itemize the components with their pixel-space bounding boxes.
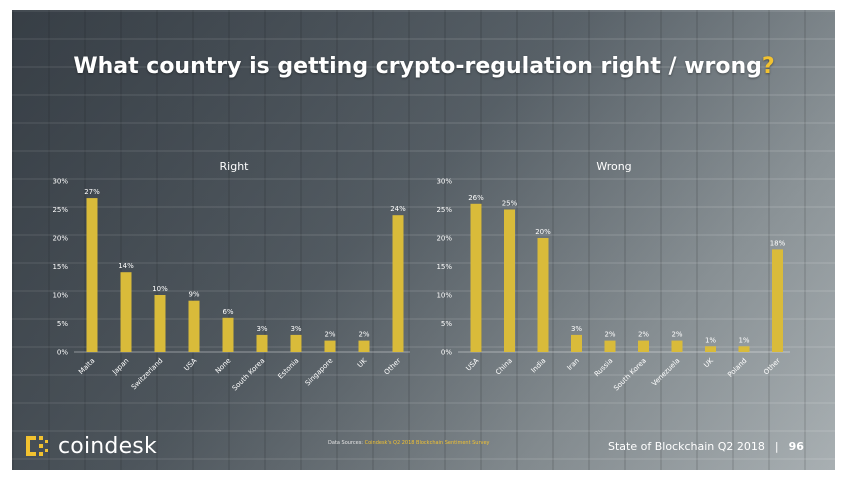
right-category-label: Singapore (304, 357, 335, 388)
title-question-mark: ? (761, 54, 775, 79)
right-bar (392, 215, 404, 352)
right-data-label: 3% (256, 325, 267, 333)
wrong-bar (604, 340, 616, 352)
right-data-label: 10% (152, 285, 168, 293)
wrong-data-label: 2% (638, 331, 649, 339)
right-chart: Right 0% 5% 10% 15% 20% 25% 30% 27% Malta 14% Japan… (52, 160, 410, 392)
wrong-bar (571, 334, 582, 352)
wrong-data-label: 18% (770, 239, 786, 247)
right-bar (120, 272, 132, 352)
brand-name: coindesk (58, 433, 157, 459)
source-prefix: Data Sources: (328, 440, 365, 446)
wrong-category-label: UK (702, 356, 715, 369)
wrong-category-label: USA (465, 357, 481, 373)
wrong-category-label: Venezuela (650, 357, 681, 388)
wrong-bar (772, 249, 783, 352)
right-bar (324, 340, 336, 352)
right-category-label: Switzerland (130, 357, 165, 392)
right-data-label: 14% (118, 262, 134, 270)
wrong-data-label: 1% (705, 336, 716, 344)
wrong-category-label: India (530, 357, 548, 375)
right-y-tick-label: 10% (52, 292, 68, 300)
wrong-y-tick-label: 0% (441, 349, 452, 357)
wrong-y-tick-label: 15% (436, 263, 452, 271)
wrong-bar (705, 346, 716, 352)
wrong-bar (470, 203, 482, 352)
right-data-label: 24% (390, 205, 406, 213)
source-link[interactable]: Coindesk's Q2 2018 Blockchain Sentiment … (364, 440, 490, 446)
right-bar (154, 295, 166, 352)
wrong-category-label: Poland (726, 357, 748, 379)
title-text: What country is getting crypto-regulatio… (73, 54, 762, 79)
right-y-tick-label: 20% (52, 235, 68, 243)
wrong-bar (537, 238, 549, 352)
right-y-tick-label: 30% (52, 178, 68, 186)
wrong-category-label: China (494, 357, 514, 377)
right-category-label: Estonia (277, 357, 301, 381)
right-chart-title: Right (220, 160, 250, 173)
wrong-y-tick-label: 5% (441, 320, 452, 328)
wrong-chart-title: Wrong (596, 160, 631, 173)
coindesk-logo-icon (26, 436, 48, 456)
wrong-y-tick-label: 10% (436, 292, 452, 300)
right-bar (86, 198, 98, 352)
right-category-label: None (214, 357, 233, 376)
wrong-y-tick-label: 25% (436, 206, 452, 214)
data-source-note: Data Sources: Coindesk's Q2 2018 Blockch… (328, 440, 490, 446)
wrong-data-label: 2% (671, 331, 682, 339)
wrong-bar (671, 340, 683, 352)
right-bar (358, 340, 370, 352)
wrong-category-label: Other (762, 357, 782, 377)
right-y-tick-label: 0% (57, 349, 68, 357)
wrong-bar (738, 346, 750, 352)
wrong-category-label: Iran (566, 357, 581, 372)
slide-background (12, 10, 835, 470)
right-category-label: Japan (110, 357, 130, 377)
wrong-data-label: 2% (604, 331, 615, 339)
right-data-label: 3% (290, 325, 301, 333)
wrong-data-label: 1% (738, 336, 749, 344)
wrong-y-tick-label: 20% (436, 235, 452, 243)
right-category-label: South Korea (231, 357, 267, 393)
footer-report-info: State of Blockchain Q2 2018 | 96 (608, 440, 804, 453)
page-number: 96 (788, 440, 804, 453)
brand-logo: coindesk (24, 430, 157, 462)
right-bar (188, 300, 200, 352)
right-category-label: Other (383, 357, 403, 377)
right-y-tick-label: 5% (57, 320, 68, 328)
right-bar (222, 317, 234, 352)
wrong-y-tick-label: 30% (436, 178, 452, 186)
right-data-label: 2% (324, 331, 335, 339)
right-data-label: 9% (188, 291, 199, 299)
wrong-bar (638, 340, 649, 352)
wrong-data-label: 3% (571, 325, 582, 333)
wrong-data-label: 26% (468, 194, 484, 202)
right-y-tick-label: 25% (52, 206, 68, 214)
right-bar (256, 334, 268, 352)
wrong-data-label: 25% (502, 200, 518, 208)
wrong-category-label: Russia (593, 357, 615, 379)
right-y-tick-label: 15% (52, 263, 68, 271)
wrong-category-label: South Korea (612, 357, 648, 393)
report-name: State of Blockchain Q2 2018 (608, 440, 765, 453)
right-category-label: Malta (77, 357, 96, 376)
right-category-label: UK (356, 356, 369, 369)
right-bar (290, 334, 302, 352)
right-data-label: 2% (358, 331, 369, 339)
right-category-label: USA (183, 357, 199, 373)
right-data-label: 6% (222, 308, 233, 316)
wrong-data-label: 20% (535, 228, 551, 236)
right-data-label: 27% (84, 188, 100, 196)
footer-separator: | (774, 440, 779, 453)
wrong-chart: Wrong 0% 5% 10% 15% 20% 25% 30% 26% USA 25% China 20… (436, 160, 790, 392)
slide-title: What country is getting crypto-regulatio… (0, 54, 848, 79)
wrong-bar (504, 209, 515, 352)
